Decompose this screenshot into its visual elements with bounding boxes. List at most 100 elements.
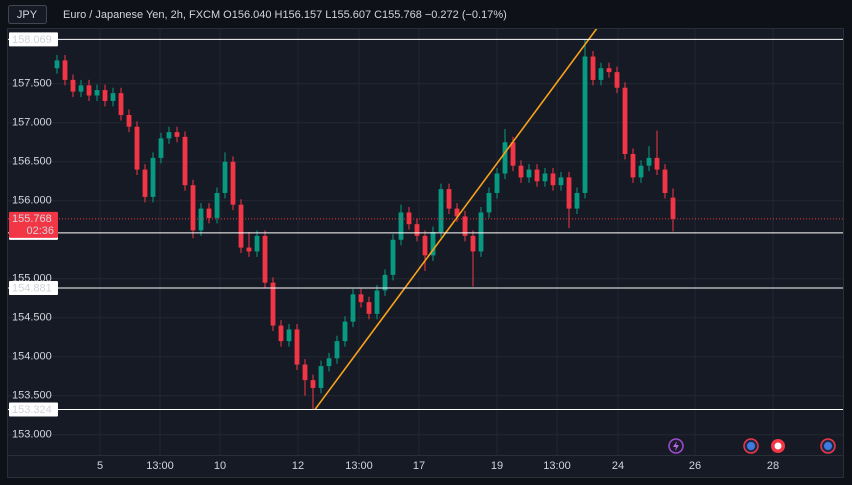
candle-body <box>206 208 212 218</box>
candle-body <box>414 224 420 236</box>
candle-body <box>150 157 156 197</box>
x-tick-label: 24 <box>612 460 624 472</box>
candle-body <box>174 132 180 137</box>
candle-body <box>574 192 580 209</box>
candle-body <box>398 212 404 240</box>
candle-body <box>566 177 572 209</box>
candle-body <box>230 161 236 205</box>
candle-body <box>406 212 412 225</box>
symbol: JPY <box>17 9 38 21</box>
candle-body <box>550 173 556 186</box>
candle-body <box>494 173 500 193</box>
candle-body <box>374 290 380 314</box>
candle-body <box>662 169 668 193</box>
candle-body <box>534 169 540 182</box>
candle-body <box>438 189 444 232</box>
x-tick-label: 26 <box>689 460 701 472</box>
candle-body <box>638 165 644 178</box>
candle-body <box>166 132 172 139</box>
legend: Euro / Japanese Yen, 2h, FXCM O 156.040 H 15… <box>63 9 507 21</box>
candle-body <box>86 85 92 96</box>
candle-body <box>470 235 476 252</box>
candle-body <box>158 138 164 158</box>
candle-body <box>430 231 436 256</box>
candle-body <box>182 136 188 186</box>
y-tick-label: 153.000 <box>12 429 52 441</box>
candle-body <box>118 93 124 115</box>
candle-body <box>542 173 548 182</box>
event-icons <box>668 438 836 454</box>
y-tick-label: 157.000 <box>12 117 52 129</box>
legend-text: O <box>223 9 232 21</box>
candle-body <box>510 142 516 166</box>
y-tick-label: 153.500 <box>12 390 52 402</box>
legend-text: H <box>274 9 282 21</box>
price-label-box <box>9 402 58 417</box>
symbol-box[interactable] <box>8 5 47 24</box>
candle-body <box>78 85 84 92</box>
countdown: 02:36 <box>26 225 54 237</box>
candle-body <box>446 189 452 209</box>
candle-body <box>110 93 116 101</box>
candle-body <box>246 247 252 252</box>
legend-text: L <box>325 9 331 21</box>
y-tick-label: 157.500 <box>12 78 52 90</box>
y-tick-label: 154.000 <box>12 351 52 363</box>
legend-text: 156.157 <box>282 9 322 21</box>
candle-body <box>366 302 372 314</box>
candle-body <box>382 274 388 291</box>
candle-body <box>62 60 68 80</box>
candle-body <box>270 282 276 326</box>
legend-text: 156.040 <box>232 9 272 21</box>
candle-body <box>670 197 676 219</box>
candle-body <box>358 294 364 303</box>
candle-body <box>94 90 100 96</box>
candle-body <box>350 294 356 322</box>
candle-body <box>590 56 596 80</box>
candle-body <box>462 216 468 236</box>
candle-body <box>278 325 284 342</box>
candle-body <box>302 364 308 381</box>
candle-body <box>390 239 396 275</box>
x-tick-label: 28 <box>767 460 779 472</box>
price-label: 153.324 <box>12 404 52 416</box>
last-price-box <box>9 211 58 238</box>
candle-body <box>486 192 492 213</box>
candle-body <box>126 115 132 127</box>
candle-body <box>286 329 292 342</box>
candle-body <box>614 72 620 88</box>
candle-body <box>342 321 348 342</box>
candle-body <box>214 192 220 218</box>
candle-body <box>582 56 588 193</box>
candle-body <box>478 212 484 252</box>
trend-line <box>314 29 598 410</box>
x-tick-label: 12 <box>292 460 304 472</box>
x-tick-label: 19 <box>491 460 503 472</box>
candle-body <box>334 341 340 359</box>
grid <box>8 29 843 455</box>
candle-body <box>238 204 244 248</box>
legend-text: C <box>374 9 382 21</box>
axis-labels: 153.000153.500154.000154.500155.000156.0… <box>9 32 779 472</box>
candle-body <box>326 358 332 367</box>
icon-glyph <box>747 442 755 450</box>
price-label: 158.069 <box>12 34 52 46</box>
icon-glyph <box>824 442 832 450</box>
candle-body <box>294 329 300 365</box>
candle-body <box>606 68 612 73</box>
x-tick-label: 13:00 <box>543 460 571 472</box>
candle-body <box>654 157 660 170</box>
candle-body <box>134 126 140 170</box>
icon-glyph <box>774 442 782 450</box>
candle-body <box>622 87 628 154</box>
candle-body <box>502 142 508 174</box>
candle-body <box>70 79 76 92</box>
legend-text: 155.607 <box>331 9 371 21</box>
x-tick-label: 5 <box>97 460 103 472</box>
legend-text: −0.272 (−0.17%) <box>425 9 507 21</box>
candle-body <box>526 169 532 178</box>
candle-body <box>454 208 460 217</box>
candle-body <box>558 177 564 186</box>
candle-body <box>198 208 204 231</box>
